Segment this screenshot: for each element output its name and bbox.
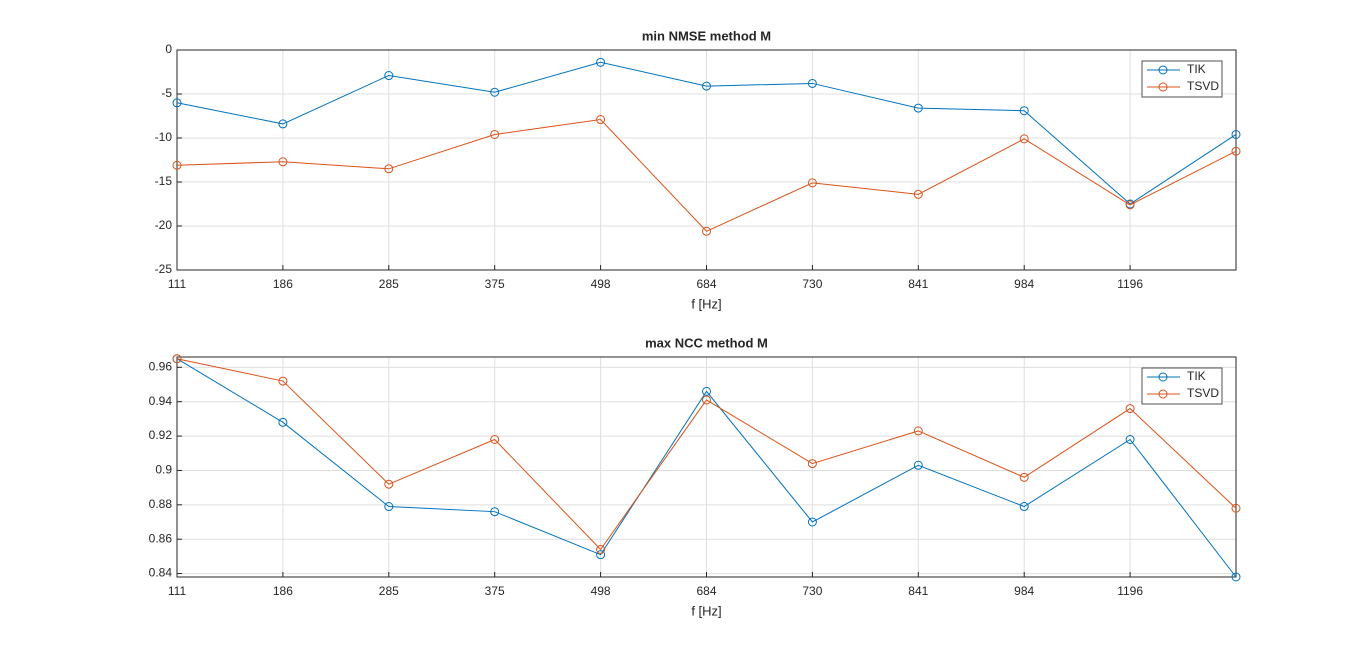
data-point <box>702 395 711 405</box>
x-tick-label: 375 <box>485 584 505 598</box>
data-point <box>384 71 394 81</box>
x-tick-label: 186 <box>273 584 293 598</box>
legend-marker <box>1158 82 1168 92</box>
data-point <box>172 98 182 108</box>
data-point <box>702 226 711 236</box>
data-point <box>807 178 817 188</box>
data-point <box>702 81 711 91</box>
data-point <box>1019 472 1029 482</box>
axes-box <box>176 356 1237 578</box>
series-line <box>176 61 1237 205</box>
chart-title: max NCC method M <box>645 335 768 350</box>
x-tick-label: 841 <box>908 277 928 291</box>
data-point <box>172 160 182 170</box>
data-point <box>596 57 606 67</box>
x-tick-label: 111 <box>168 584 187 598</box>
data-point <box>807 459 817 469</box>
y-tick-label: 0 <box>165 42 172 56</box>
data-point <box>278 157 288 167</box>
data-point <box>490 435 500 444</box>
x-tick-label: 498 <box>591 277 611 291</box>
y-tick-label: -5 <box>161 86 172 100</box>
x-tick-label: 984 <box>1014 277 1034 291</box>
x-tick-label: 285 <box>379 277 399 291</box>
data-point <box>702 386 711 396</box>
data-point <box>1231 146 1241 156</box>
x-axis-label: f [Hz] <box>691 603 721 618</box>
axes-box <box>176 49 1237 271</box>
y-tick-label: -20 <box>155 218 173 232</box>
series-line <box>176 358 1237 578</box>
x-tick-label: 111 <box>168 277 187 291</box>
legend-label: TIK <box>1187 369 1206 383</box>
data-point <box>1125 200 1135 210</box>
x-tick-label: 841 <box>908 584 928 598</box>
x-tick-label: 285 <box>379 584 399 598</box>
x-tick-label: 730 <box>802 584 822 598</box>
x-tick-label: 186 <box>273 277 293 291</box>
data-point <box>384 502 394 512</box>
data-point <box>490 87 500 97</box>
data-point <box>278 376 288 386</box>
series-line <box>176 358 1237 551</box>
y-tick-label: 0.88 <box>149 497 173 511</box>
data-point <box>596 550 606 560</box>
data-point <box>1231 129 1241 139</box>
y-tick-label: 0.84 <box>149 566 173 580</box>
data-point <box>913 426 923 436</box>
data-point <box>172 354 182 364</box>
data-point <box>913 103 923 113</box>
legend-marker <box>1158 65 1168 75</box>
y-tick-label: 0.9 <box>155 463 172 477</box>
chart-title: min NMSE method M <box>642 28 771 43</box>
data-point <box>1125 435 1135 444</box>
data-point <box>278 119 288 129</box>
legend-box <box>1141 60 1223 98</box>
y-tick-label: -10 <box>155 130 173 144</box>
x-tick-label: 684 <box>696 277 716 291</box>
legend-marker <box>1158 389 1168 399</box>
data-point <box>913 189 923 199</box>
data-point <box>913 460 923 470</box>
data-point <box>490 129 500 139</box>
data-point <box>490 507 500 517</box>
x-tick-label: 684 <box>696 584 716 598</box>
data-point <box>384 164 394 174</box>
data-point <box>596 115 606 125</box>
series-line <box>176 118 1237 232</box>
data-point <box>384 479 394 489</box>
y-tick-label: 0.96 <box>149 359 173 373</box>
x-tick-label: 375 <box>485 277 505 291</box>
data-point <box>1231 503 1241 513</box>
data-point <box>1125 404 1135 414</box>
data-point <box>807 517 817 527</box>
x-tick-label: 984 <box>1014 584 1034 598</box>
data-point <box>278 417 288 427</box>
data-point <box>596 545 606 554</box>
legend-label: TIK <box>1187 62 1206 76</box>
legend-label: TSVD <box>1187 386 1219 400</box>
y-tick-label: -15 <box>155 174 173 188</box>
legend-box <box>1141 367 1223 405</box>
legend-marker <box>1158 372 1168 382</box>
y-tick-label: 0.86 <box>149 531 173 545</box>
y-tick-label: -25 <box>155 262 173 276</box>
data-point <box>1019 502 1029 512</box>
data-point <box>807 78 817 88</box>
data-point <box>1019 106 1029 116</box>
x-tick-label: 498 <box>591 584 611 598</box>
x-axis-label: f [Hz] <box>691 296 721 311</box>
x-tick-label: 730 <box>802 277 822 291</box>
legend-label: TSVD <box>1187 79 1219 93</box>
y-tick-label: 0.94 <box>149 394 173 408</box>
x-tick-label: 1196 <box>1117 584 1143 598</box>
y-tick-label: 0.92 <box>149 428 173 442</box>
x-tick-label: 1196 <box>1117 277 1143 291</box>
data-point <box>1019 134 1029 144</box>
data-point <box>1231 572 1241 582</box>
